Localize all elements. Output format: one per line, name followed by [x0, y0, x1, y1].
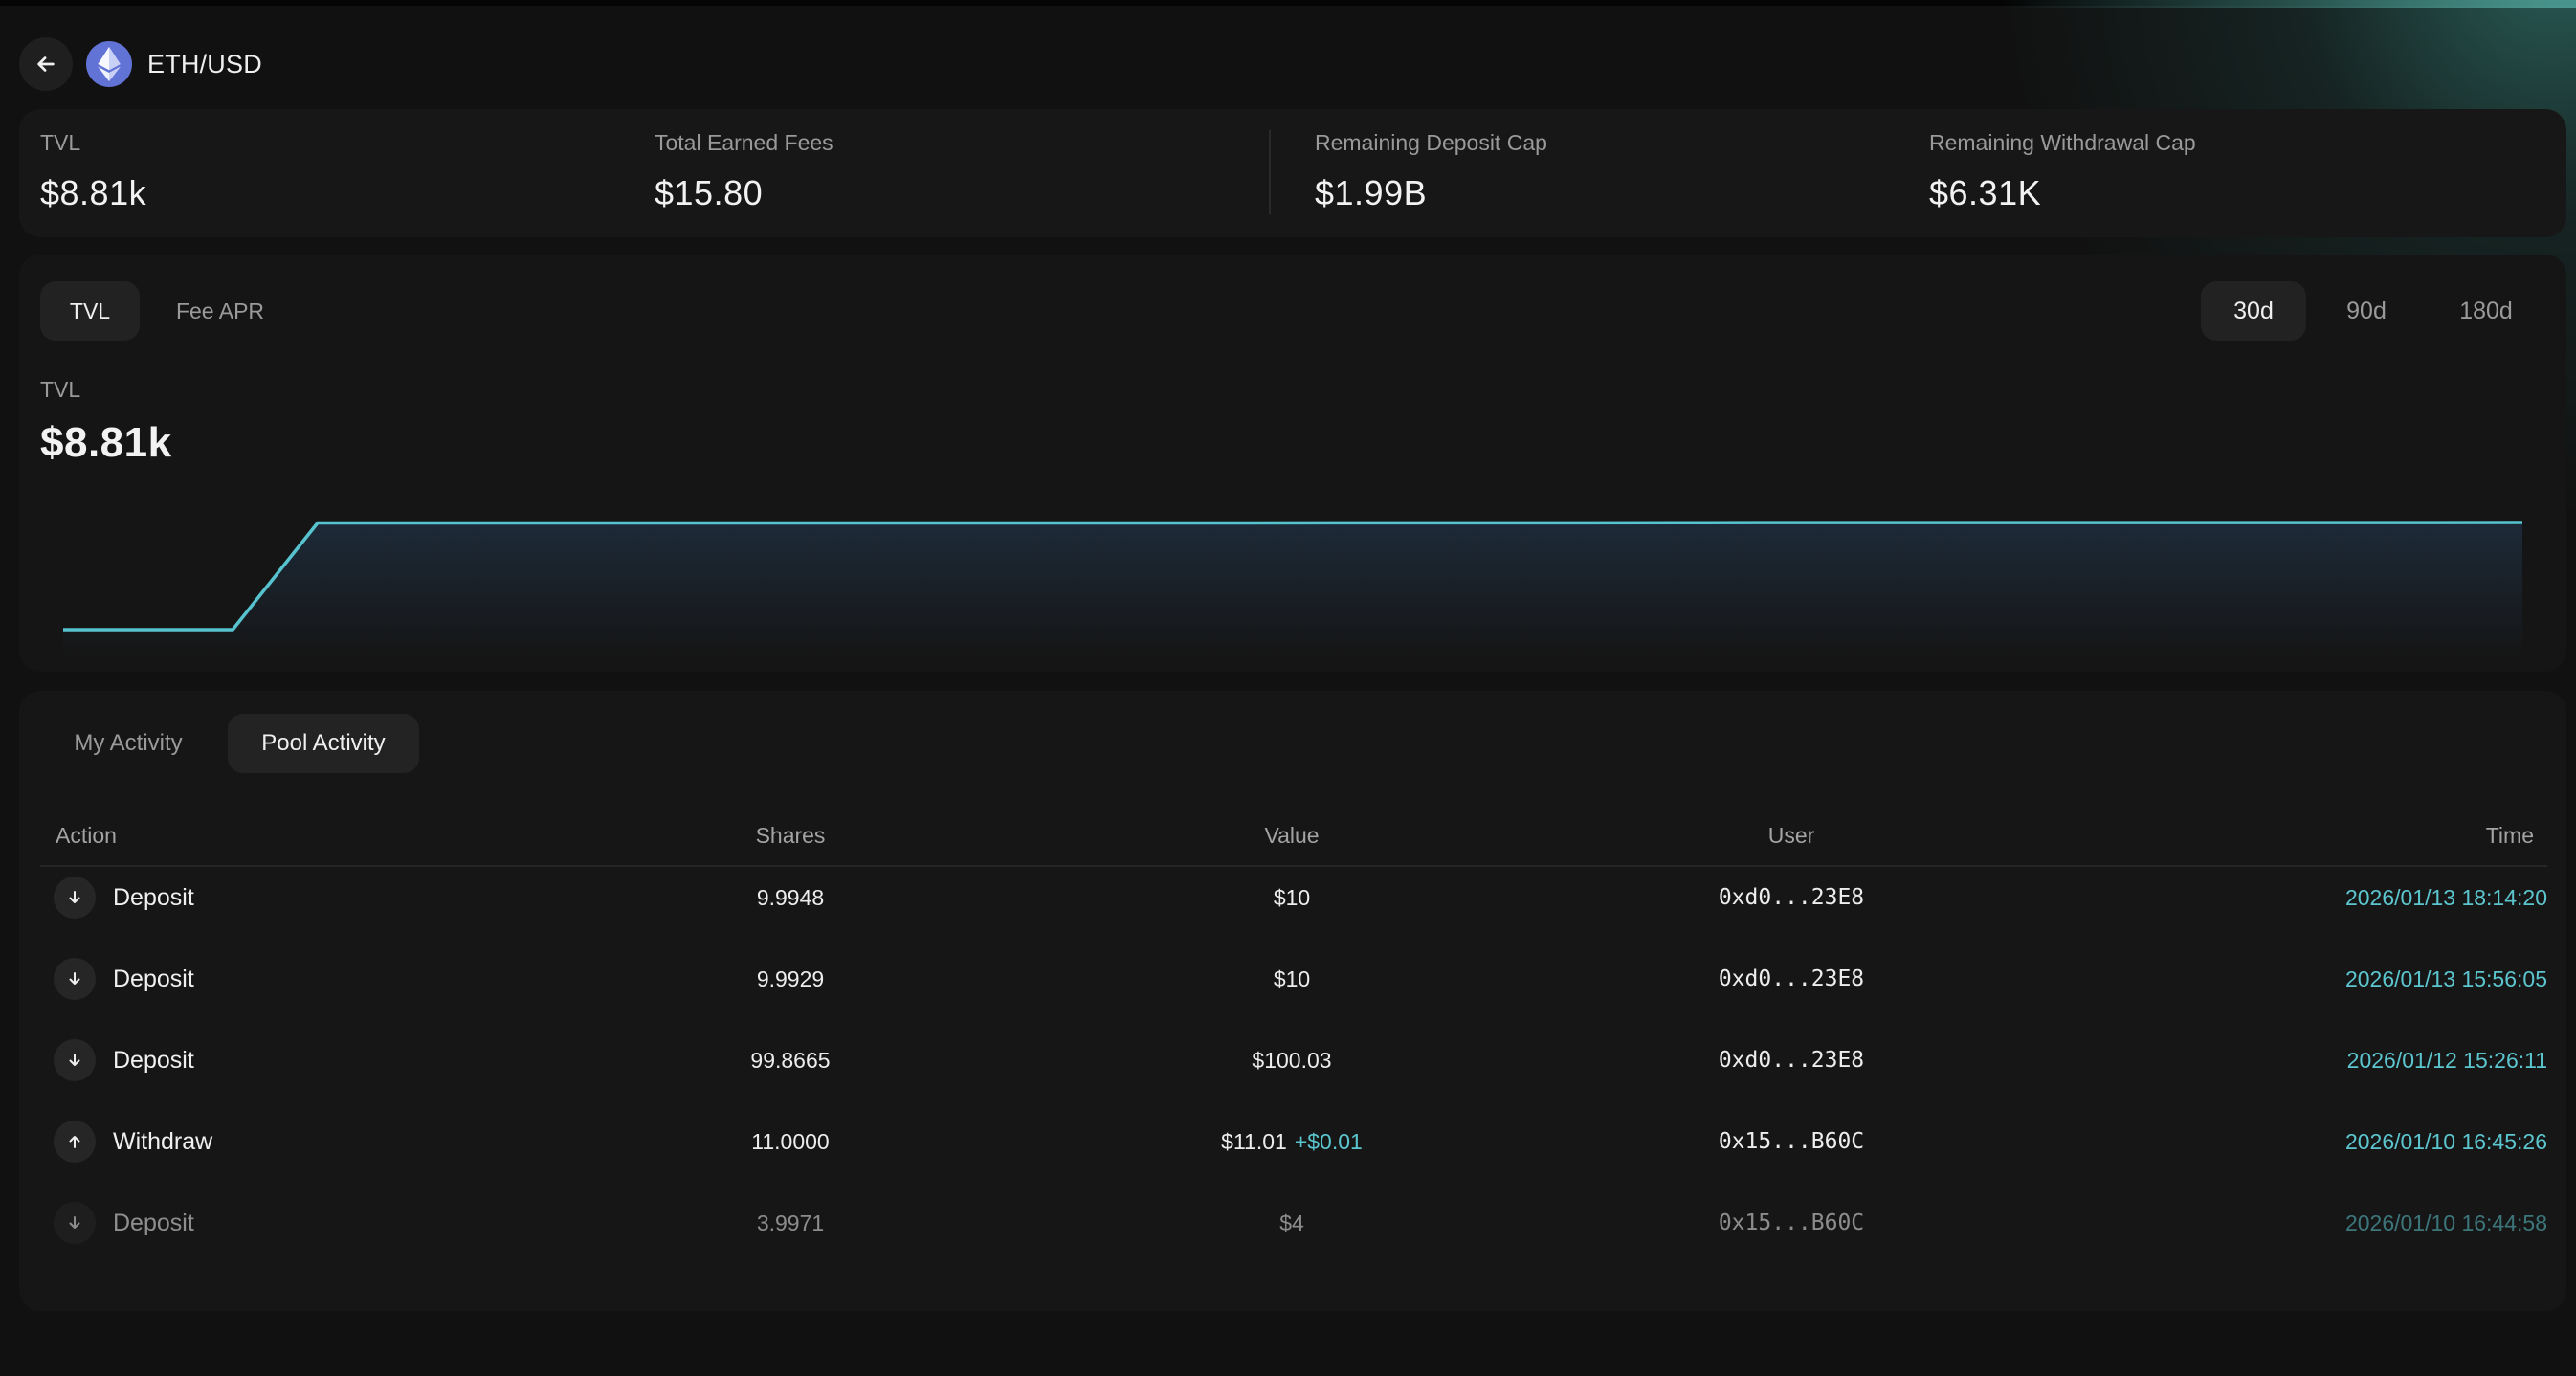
stat-total-earned-fees: Total Earned Fees $15.80 — [655, 130, 833, 213]
tvl-area-fill — [63, 522, 2522, 658]
value-amount: $10 — [1273, 965, 1311, 991]
stat-label: Remaining Deposit Cap — [1315, 130, 1547, 155]
shares-cell: 11.0000 — [751, 1128, 830, 1154]
top-glow-line — [2002, 0, 2576, 8]
time-cell[interactable]: 2026/01/13 18:14:20 — [2344, 884, 2547, 910]
value-amount: $4 — [1279, 1210, 1304, 1235]
tab-tvl[interactable]: TVL — [40, 281, 140, 341]
value-cell: $10 — [1100, 948, 1483, 1010]
action-label: Deposit — [113, 965, 194, 992]
tab-fee-apr[interactable]: Fee APR — [175, 298, 265, 323]
user-address[interactable]: 0x15...B60C — [1718, 1210, 1865, 1235]
action-label: Deposit — [113, 1209, 194, 1236]
stat-value: $1.99B — [1315, 173, 1428, 212]
tvl-chart — [63, 521, 2523, 658]
page-header: ETH/USD — [19, 34, 262, 94]
top-edge — [0, 0, 2576, 6]
header-action: Action — [56, 823, 117, 848]
tab-my-activity[interactable]: My Activity — [74, 730, 183, 756]
stat-value: $15.80 — [655, 173, 764, 212]
header-time: Time — [2485, 823, 2534, 848]
arrow-up-icon — [54, 1121, 96, 1163]
action-cell: Deposit — [54, 1192, 194, 1254]
shares-cell: 99.8665 — [750, 1047, 831, 1073]
table-row[interactable]: Deposit 9.9948 $10 0xd0...23E8 2026/01/1… — [40, 867, 2547, 948]
value-delta: +$0.01 — [1294, 1128, 1363, 1154]
user-address[interactable]: 0xd0...23E8 — [1718, 1048, 1865, 1073]
time-cell[interactable]: 2026/01/12 15:26:11 — [2346, 1047, 2547, 1073]
arrow-down-icon — [54, 877, 96, 919]
shares-cell: 9.9948 — [756, 884, 825, 910]
stat-value: $8.81k — [40, 173, 147, 212]
ethereum-icon — [86, 41, 132, 87]
chart-card: TVL Fee APR 30d 90d 180d TVL $8.81k — [19, 255, 2566, 672]
tvl-series-line — [63, 521, 2523, 632]
value-cell: $100.03 — [1100, 1030, 1483, 1091]
header-shares: Shares — [755, 823, 826, 848]
value-amount: $100.03 — [1252, 1047, 1332, 1073]
back-button[interactable] — [19, 37, 73, 91]
stat-label: Total Earned Fees — [655, 130, 833, 155]
arrow-down-icon — [54, 1202, 96, 1244]
range-180d[interactable]: 180d — [2459, 297, 2513, 324]
range-30d[interactable]: 30d — [2201, 281, 2306, 341]
time-cell[interactable]: 2026/01/10 16:44:58 — [2344, 1210, 2547, 1235]
table-header: Action Shares Value User Time — [40, 815, 2547, 867]
activity-card: My Activity Pool Activity Action Shares … — [19, 691, 2566, 1311]
value-cell: $11.01 +$0.01 — [1100, 1111, 1483, 1172]
stat-label: TVL — [40, 130, 81, 155]
user-address[interactable]: 0xd0...23E8 — [1718, 966, 1865, 991]
stat-label: Remaining Withdrawal Cap — [1929, 130, 2196, 155]
action-cell: Deposit — [54, 948, 194, 1010]
action-label: Deposit — [113, 1046, 194, 1074]
tab-pool-activity[interactable]: Pool Activity — [228, 714, 419, 773]
table-row[interactable]: Withdraw 11.0000 $11.01 +$0.01 0x15...B6… — [40, 1111, 2547, 1192]
action-label: Withdraw — [113, 1127, 213, 1155]
table-row[interactable]: Deposit 99.8665 $100.03 0xd0...23E8 2026… — [40, 1030, 2547, 1111]
table-row[interactable]: Deposit 3.9971 $4 0x15...B60C 2026/01/10… — [40, 1192, 2547, 1274]
stat-value: $6.31K — [1929, 173, 2042, 212]
stats-divider — [1269, 130, 1271, 214]
stat-remaining-deposit-cap: Remaining Deposit Cap $1.99B — [1315, 130, 1547, 213]
user-address[interactable]: 0xd0...23E8 — [1718, 885, 1865, 910]
arrow-down-icon — [54, 958, 96, 1000]
action-label: Deposit — [113, 883, 194, 911]
action-cell: Deposit — [54, 867, 194, 928]
value-amount: $11.01 — [1221, 1128, 1287, 1154]
shares-cell: 9.9929 — [756, 965, 825, 991]
value-cell: $4 — [1100, 1192, 1483, 1254]
header-value: Value — [1264, 823, 1320, 848]
action-cell: Withdraw — [54, 1111, 212, 1172]
value-cell: $10 — [1100, 867, 1483, 928]
stat-tvl: TVL $8.81k — [40, 130, 146, 213]
shares-cell: 3.9971 — [756, 1210, 825, 1235]
activity-table: Action Shares Value User Time Deposit 9.… — [40, 815, 2547, 1274]
stat-remaining-withdrawal-cap: Remaining Withdrawal Cap $6.31K — [1929, 130, 2196, 213]
time-cell[interactable]: 2026/01/10 16:45:26 — [2344, 1128, 2547, 1154]
chart-metric-label: TVL — [40, 377, 81, 402]
value-amount: $10 — [1273, 884, 1311, 910]
header-user: User — [1767, 823, 1815, 848]
user-address[interactable]: 0x15...B60C — [1718, 1129, 1865, 1154]
arrow-left-icon — [37, 56, 55, 72]
stats-card: TVL $8.81k Total Earned Fees $15.80 Rema… — [19, 109, 2566, 237]
chart-metric-value: $8.81k — [40, 419, 172, 466]
pair-title: ETH/USD — [147, 49, 262, 78]
table-row[interactable]: Deposit 9.9929 $10 0xd0...23E8 2026/01/1… — [40, 948, 2547, 1030]
action-cell: Deposit — [54, 1030, 194, 1091]
time-cell[interactable]: 2026/01/13 15:56:05 — [2344, 965, 2547, 991]
range-90d[interactable]: 90d — [2346, 297, 2387, 324]
arrow-down-icon — [54, 1039, 96, 1081]
